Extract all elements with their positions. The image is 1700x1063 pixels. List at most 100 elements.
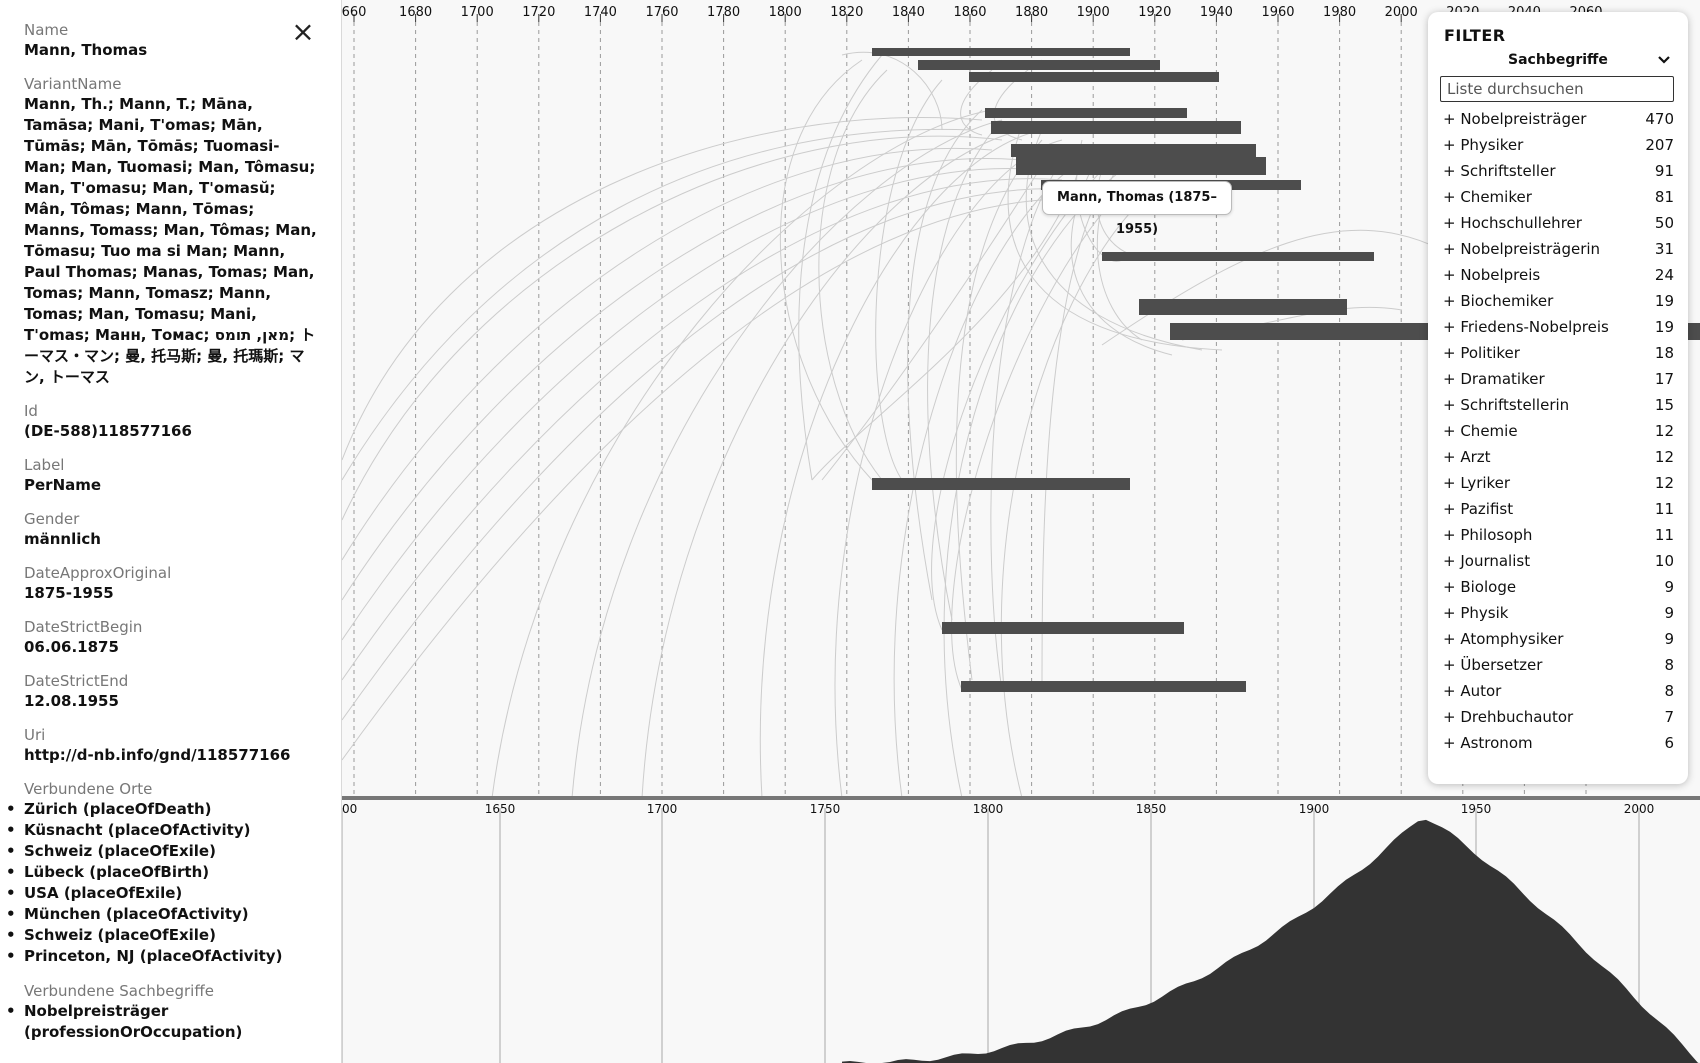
close-icon[interactable]: × <box>291 15 315 48</box>
lifespan-bar <box>1011 144 1256 157</box>
filter-item-label: + Hochschullehrer <box>1443 214 1582 232</box>
tick-label: 1880 <box>1015 5 1048 20</box>
list-item: Lübeck (placeOfBirth) <box>6 862 319 883</box>
lifespan-bar <box>1102 252 1374 261</box>
filter-item[interactable]: + Nobelpreisträgerin 31 <box>1440 236 1676 262</box>
filter-item-count: 19 <box>1654 292 1674 310</box>
filter-item[interactable]: + Autor 8 <box>1440 678 1676 704</box>
filter-category-select[interactable]: Sachbegriffe <box>1440 48 1676 72</box>
field-label: Id <box>24 402 38 420</box>
filter-item[interactable]: + Biochemiker 19 <box>1440 288 1676 314</box>
connection-arc <box>1007 124 1223 351</box>
filter-title: FILTER <box>1444 26 1506 45</box>
filter-item[interactable]: + Astronom 6 <box>1440 730 1676 756</box>
filter-item[interactable]: + Physik 9 <box>1440 600 1676 626</box>
filter-item[interactable]: + Nobelpreis 24 <box>1440 262 1676 288</box>
filter-item[interactable]: + Lyriker 12 <box>1440 470 1676 496</box>
filter-item-count: 19 <box>1654 318 1674 336</box>
filter-item[interactable]: + Journalist 10 <box>1440 548 1676 574</box>
filter-item[interactable]: + Übersetzer 8 <box>1440 652 1676 678</box>
filter-item[interactable]: + Nobelpreisträger 470 <box>1440 106 1676 132</box>
field-label: Label <box>24 456 65 474</box>
filter-item[interactable]: + Pazifist 11 <box>1440 496 1676 522</box>
filter-item-label: + Astronom <box>1443 734 1533 752</box>
tick-label: 1700 <box>647 802 678 816</box>
filter-search-input[interactable] <box>1440 76 1674 102</box>
filter-item[interactable]: + Atomphysiker 9 <box>1440 626 1676 652</box>
filter-item-count: 9 <box>1664 630 1674 648</box>
tick-label: 2000 <box>1385 5 1418 20</box>
filter-item[interactable]: + Dramatiker 17 <box>1440 366 1676 392</box>
lifespan-bar <box>991 121 1241 134</box>
list-item: Küsnacht (placeOfActivity) <box>6 820 319 841</box>
density-area <box>842 819 1700 1063</box>
filter-item[interactable]: + Schriftstellerin 15 <box>1440 392 1676 418</box>
filter-item-label: + Dramatiker <box>1443 370 1545 388</box>
field-label: VariantName <box>24 75 122 93</box>
field-value: Mann, Thomas <box>24 41 148 59</box>
tick-label: 1780 <box>707 5 740 20</box>
field-label: Name <box>24 21 69 39</box>
filter-item-label: + Autor <box>1443 682 1502 700</box>
lifespan-bar <box>969 72 1219 82</box>
field-value: PerName <box>24 476 102 494</box>
filter-item[interactable]: + Politiker 18 <box>1440 340 1676 366</box>
filter-item[interactable]: + Biologe 9 <box>1440 574 1676 600</box>
lifespan-bar <box>961 681 1246 692</box>
connection-arc <box>955 139 1043 681</box>
tick-label: 1750 <box>810 802 841 816</box>
density-view[interactable]: 00 1650 1700 1750 1800 1850 1900 1950 2000 <box>342 798 1700 1063</box>
connection-arc <box>811 159 1083 481</box>
filter-item[interactable]: + Chemiker 81 <box>1440 184 1676 210</box>
connection-arc <box>931 169 1103 631</box>
filter-item[interactable]: + Philosoph 11 <box>1440 522 1676 548</box>
filter-item-label: + Friedens-Nobelpreis <box>1443 318 1609 336</box>
filter-item-count: 8 <box>1664 682 1674 700</box>
field-date-begin: DateStrictBegin 06.06.1875 <box>24 617 319 658</box>
filter-item[interactable]: + Chemie 12 <box>1440 418 1676 444</box>
connection-arc <box>342 158 1023 601</box>
tick-label: 1680 <box>399 5 432 20</box>
filter-item-count: 10 <box>1654 552 1674 570</box>
list-item: Schweiz (placeOfExile) <box>6 841 319 862</box>
tick-label: 1720 <box>522 5 555 20</box>
filter-item-count: 81 <box>1654 188 1674 206</box>
filter-item-label: + Physik <box>1443 604 1509 622</box>
filter-item-label: + Biochemiker <box>1443 292 1554 310</box>
filter-item-label: + Drehbuchautor <box>1443 708 1574 726</box>
connection-arc <box>841 51 943 131</box>
filter-item[interactable]: + Hochschullehrer 50 <box>1440 210 1676 236</box>
connection-arc <box>834 139 1063 798</box>
timeline-arcs <box>342 51 1443 798</box>
lifespan-bar <box>872 478 1130 490</box>
connection-arc <box>491 109 993 798</box>
field-value: http://d-nb.info/gnd/118577166 <box>24 746 291 764</box>
tick-label: 2000 <box>1624 802 1655 816</box>
density-svg[interactable]: 00 1650 1700 1750 1800 1850 1900 1950 2000 <box>342 800 1700 1063</box>
filter-item[interactable]: + Schriftsteller 91 <box>1440 158 1676 184</box>
places-list: Zürich (placeOfDeath) Küsnacht (placeOfA… <box>6 799 319 967</box>
field-label: Uri <box>24 726 46 744</box>
filter-item-count: 12 <box>1654 448 1674 466</box>
filter-item-label: + Schriftstellerin <box>1443 396 1570 414</box>
filter-item-label: + Atomphysiker <box>1443 630 1564 648</box>
filter-item[interactable]: + Arzt 12 <box>1440 444 1676 470</box>
filter-item-count: 11 <box>1654 526 1674 544</box>
tick-label: 1860 <box>953 5 986 20</box>
connection-arc <box>342 148 993 561</box>
filter-item[interactable]: + Friedens-Nobelpreis 19 <box>1440 314 1676 340</box>
tick-label: 1950 <box>1461 802 1492 816</box>
tick-label: 1800 <box>973 802 1004 816</box>
filter-item[interactable]: + Drehbuchautor 7 <box>1440 704 1676 730</box>
field-label: Gender <box>24 510 80 528</box>
filter-item[interactable]: + Physiker 207 <box>1440 132 1676 158</box>
filter-item-count: 7 <box>1664 708 1674 726</box>
filter-item-label: + Pazifist <box>1443 500 1514 518</box>
tick-label: 1820 <box>830 5 863 20</box>
list-item: Princeton, NJ (placeOfActivity) <box>6 946 319 967</box>
tick-label: 1980 <box>1323 5 1356 20</box>
filter-item-count: 12 <box>1654 422 1674 440</box>
connection-arc <box>943 169 1123 798</box>
filter-item-count: 8 <box>1664 656 1674 674</box>
field-gender: Gender männlich <box>24 509 319 550</box>
